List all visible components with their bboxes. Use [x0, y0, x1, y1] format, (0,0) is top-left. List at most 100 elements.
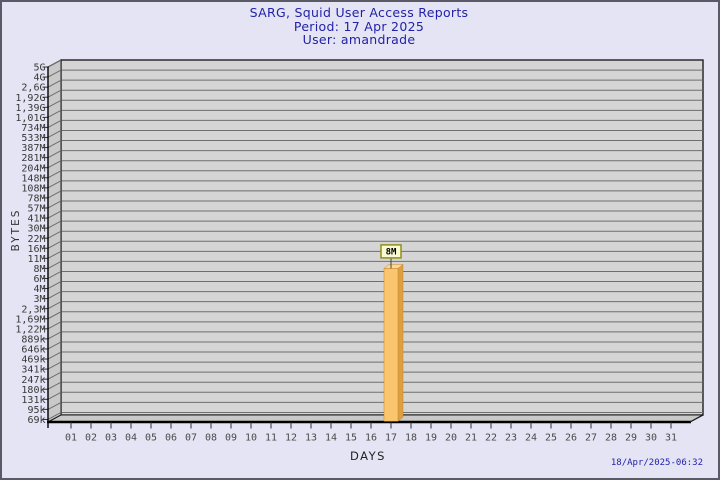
wall-gridline	[47, 331, 62, 340]
gridlines	[61, 69, 703, 413]
y-axis-labels: 5G4G2,6G1,92G1,39G1,01G734M533M387M281M2…	[15, 63, 45, 426]
x-tick-label: 10	[245, 433, 257, 444]
y-tick-label: 11M	[27, 254, 45, 265]
x-tick-label: 07	[185, 433, 197, 444]
wall-gridline	[47, 271, 62, 279]
y-tick-label: 69k	[27, 415, 45, 426]
y-tick-label: 30M	[27, 224, 45, 235]
x-tick-label: 05	[145, 433, 157, 444]
x-tick-label: 18	[405, 433, 417, 444]
y-tick-label: 2,3M	[21, 304, 45, 315]
chart-title: SARG, Squid User Access Reports	[249, 5, 469, 20]
y-tick-label: 4M	[33, 284, 45, 295]
x-axis-labels: 01 02 03 04 05 06 07 08 09 10 11 12 13 14 15 16 17 18 19 20…	[65, 433, 677, 444]
y-tick-label: 3M	[33, 294, 45, 305]
value-tag-label: 8M	[386, 248, 397, 258]
wall-gridline	[47, 79, 62, 88]
wall-gridline	[47, 190, 62, 199]
y-tick-label: 5G	[33, 63, 45, 74]
x-tick-label: 16	[365, 433, 377, 444]
y-tick-label: 734M	[21, 123, 45, 134]
y-tick-label: 108M	[21, 183, 45, 194]
wall-gridline	[47, 200, 62, 209]
x-axis-end-diagonal	[689, 414, 704, 423]
y-tick-label: 22M	[27, 234, 45, 245]
y-axis-title: BYTES	[10, 208, 22, 252]
bar-value-tags: 8M	[380, 244, 402, 269]
wall-gridline	[47, 391, 62, 400]
wall-gridline	[47, 301, 62, 310]
x-axis-ticks	[70, 422, 672, 429]
y-tick-label: 204M	[21, 163, 45, 174]
x-tick-label: 17	[385, 433, 397, 444]
wall-gridline	[47, 371, 62, 380]
bar-front-face	[383, 268, 399, 422]
wall-gridline	[47, 361, 62, 370]
x-tick-label: 12	[285, 433, 297, 444]
wall-gridline	[47, 210, 62, 219]
wall-gridline	[47, 281, 62, 289]
x-tick-label: 13	[305, 433, 317, 444]
x-tick-label: 29	[625, 433, 637, 444]
wall-gridline	[47, 180, 62, 189]
wall-gridline	[47, 69, 62, 78]
wall-gridline	[47, 150, 62, 159]
y-tick-label: 148M	[21, 173, 45, 184]
x-tick-label: 15	[345, 433, 357, 444]
x-tick-label: 19	[425, 433, 437, 444]
y-tick-label: 533M	[21, 133, 45, 144]
y-tick-label: 646k	[21, 345, 45, 356]
x-tick-label: 30	[645, 433, 657, 444]
title-block: SARG, Squid User Access Reports Period: …	[2, 6, 716, 47]
y-tick-label: 8M	[33, 264, 45, 275]
x-tick-label: 08	[205, 433, 217, 444]
wall-gridline	[47, 220, 62, 229]
x-tick-label: 25	[545, 433, 557, 444]
wall-gridline	[47, 260, 62, 269]
wall-gridline	[47, 412, 62, 420]
y-tick-label: 180k	[21, 385, 45, 396]
x-tick-label: 23	[505, 433, 517, 444]
y-tick-label: 1,22M	[15, 324, 45, 335]
x-tick-label: 06	[165, 433, 177, 444]
wall-gridline	[47, 401, 62, 410]
y-tick-label: 95k	[27, 405, 45, 416]
y-tick-label: 469k	[21, 355, 45, 366]
plot-plane	[60, 59, 704, 416]
wall-gridline	[47, 341, 62, 350]
wall-gridline	[47, 351, 62, 360]
x-tick-label: 24	[525, 433, 537, 444]
wall-gridline	[47, 130, 62, 138]
x-tick-label: 28	[605, 433, 617, 444]
wall-gridline	[47, 381, 62, 390]
bar-day-17	[383, 263, 404, 422]
wall-gridline	[47, 311, 62, 320]
y-tick-label: 78M	[27, 194, 45, 205]
y-tick-label: 1,01G	[15, 113, 45, 124]
y-tick-label: 1,39G	[15, 103, 45, 114]
wall-gridline	[47, 59, 62, 68]
generation-timestamp: 18/Apr/2025-06:32	[610, 458, 703, 468]
y-axis-ticks	[42, 66, 48, 420]
x-tick-label: 20	[445, 433, 457, 444]
x-tick-label: 31	[665, 433, 677, 444]
bar-side-face	[397, 263, 404, 422]
y-tick-label: 889k	[21, 334, 45, 345]
x-tick-label: 22	[485, 433, 497, 444]
wall-gridline	[47, 240, 62, 249]
y-tick-label: 57M	[27, 204, 45, 215]
x-tick-label: 01	[65, 433, 77, 444]
y-tick-label: 41M	[27, 214, 45, 225]
wall-gridline	[47, 321, 62, 330]
wall-gridlines	[47, 59, 62, 420]
x-tick-label: 04	[125, 433, 137, 444]
wall-gridline	[47, 291, 62, 300]
y-tick-label: 6M	[33, 274, 45, 285]
x-tick-label: 02	[85, 433, 97, 444]
y-tick-label: 281M	[21, 153, 45, 164]
x-axis-title: DAYS	[350, 449, 386, 463]
chart-user: User: amandrade	[302, 32, 416, 47]
wall-gridline	[47, 170, 62, 179]
